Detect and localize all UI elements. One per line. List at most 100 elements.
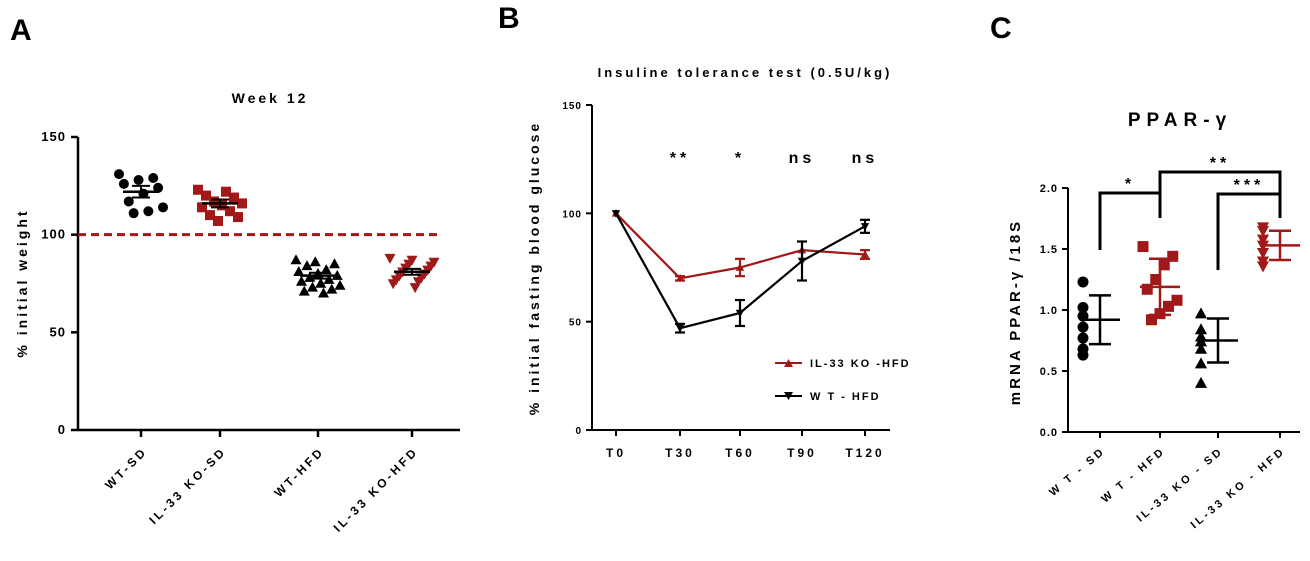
chart-c-point [1194,357,1208,369]
chart-a-point [309,256,321,267]
chart-a-point [143,206,154,217]
chart-a-point [221,186,231,197]
chart-a-point [307,281,318,292]
chart-a-category-label: WT-SD [102,444,150,492]
chart-b-x-tick-label: T30 [665,446,695,460]
chart-a-point [326,283,338,294]
chart-a-point [201,190,211,201]
chart-a-point [318,287,329,298]
chart-c-point [1256,226,1270,238]
chart-b-ylabel: % initial fasting blood glucose [526,121,542,415]
chart-c-significance-label: *** [1234,177,1265,194]
chart-a-y-tick-label: 100 [41,227,66,242]
chart-c-point [1256,234,1270,246]
chart-c-point [1163,300,1174,312]
chart-a-point [148,173,159,184]
chart-a-point [384,253,396,264]
chart-c-significance-label: ** [1210,155,1230,172]
chart-a-point [158,202,168,213]
chart-b-significance-label: ** [670,150,690,167]
chart-c-y-tick-label: 2.0 [1040,183,1058,195]
chart-b-point [611,210,621,218]
chart-c-y-tick-label: 1.0 [1040,305,1058,317]
panel-letter-b: B [498,2,520,35]
chart-a-ylabel: % initial weight [14,208,30,357]
chart-c-point [1141,283,1153,295]
chart-b-point [860,223,870,231]
chart-c-point [1158,259,1170,271]
chart-c-point [1077,332,1089,344]
chart-c-point [1256,261,1270,273]
chart-a-point [205,210,215,221]
chart-c-point [1137,241,1149,253]
chart-a-category-label: IL-33 KO-HFD [331,444,422,535]
chart-a-point [225,206,235,217]
chart-a-point [320,264,332,275]
chart-c-ylabel: mRNA PPAR-γ /18S [1007,219,1024,405]
chart-c-category-label: W T - SD [1047,445,1108,499]
chart-a-point [197,202,207,213]
chart-b-title: Insuline tolerance test (0.5U/kg) [598,65,893,80]
chart-b-significance-label: ns [789,150,816,167]
chart-a-point [123,196,134,207]
chart-b-point [675,273,685,282]
chart-a-point [233,212,243,223]
chart-a-point [296,275,307,286]
chart-b-x-tick-label: T90 [787,446,817,460]
panel-letter-c: C [990,12,1012,45]
chart-c-point [1167,250,1179,262]
chart-a-point [290,254,302,265]
chart-a-point [315,277,327,288]
chart-a-point [128,208,139,219]
chart-a-point [229,192,239,203]
chart-c-point [1146,314,1157,326]
chart-c-point [1077,349,1089,361]
chart-b-y-tick-label: 100 [562,209,582,220]
chart-c-point [1194,307,1208,319]
chart-b-legend: IL-33 KO -HFD W T - HFD [775,358,909,403]
chart-b-point [797,257,807,266]
legend-marker-il33 [784,359,793,367]
chart-a-y-tick-label: 0 [58,422,66,437]
chart-c-significance-bracket [1216,192,1282,270]
chart-c-y-tick-label: 0.5 [1040,366,1058,378]
chart-b-point [735,309,745,318]
chart-b-point [735,263,745,271]
chart-b-y-tick-label: 150 [562,101,582,112]
chart-a-point [209,196,219,207]
chart-b-y-tick-label: 0 [575,426,582,437]
chart-b-x-tick-label: T120 [845,446,884,460]
chart-c-point [1194,323,1208,335]
chart-a-point [118,178,129,189]
chart-b-x-tick-label: T0 [606,446,626,460]
chart-a-point [213,215,223,226]
chart-b-point [860,250,870,258]
chart-b-significance-label: ns [852,150,879,167]
chart-b-y-tick-label: 50 [569,318,582,329]
chart-c-y-tick-label: 1.5 [1040,244,1058,256]
chart-c-point [1077,302,1089,314]
chart-a-point [412,277,424,288]
chart-c-significance-bracket [1098,191,1162,250]
chart-a-title: Week 12 [232,90,309,106]
chart-a-category-label: IL-33 KO-SD [146,444,229,527]
chart-a-point [301,260,313,271]
legend-marker-wt [784,392,793,400]
chart-c-point [1077,276,1089,288]
chart-a-point [329,258,340,269]
chart-c-point [1150,274,1162,285]
chart-a-point [331,269,343,280]
chart-a-point [237,198,247,209]
chart-a-point [409,283,421,294]
chart-a-y-tick-label: 150 [41,129,66,144]
chart-a-point [133,174,144,185]
chart-a-point [217,200,227,211]
chart-c-significance-label: * [1125,176,1135,193]
chart-a-y-tick-label: 50 [50,324,66,339]
chart-b-point [675,324,685,333]
chart-a-point [114,169,124,180]
chart-a-point [193,184,203,195]
